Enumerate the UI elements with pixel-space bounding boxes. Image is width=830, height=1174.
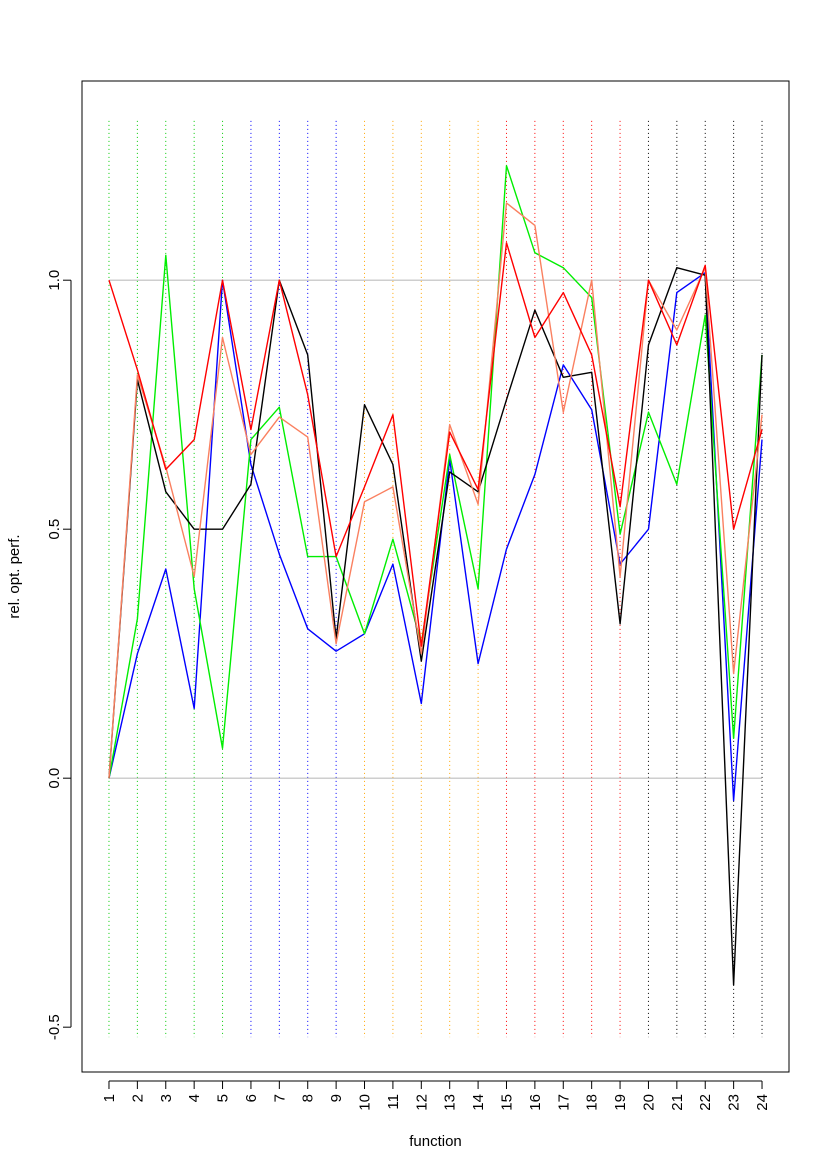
x-tick-label: 6 [243,1094,260,1102]
group-separator-lines [108,120,763,1038]
x-tick-label: 21 [669,1094,686,1111]
x-tick-label: 23 [726,1094,743,1111]
x-tick-label: 24 [754,1094,771,1111]
plot-frame [81,80,790,1073]
x-tick-label: 19 [612,1094,629,1111]
series-line-5 [108,242,763,647]
x-tick-label: 15 [498,1094,515,1111]
x-tick-label: 20 [640,1094,657,1111]
x-tick-label: 9 [328,1094,345,1102]
y-axis: -0.5 0.0 0.5 1.0 [46,270,72,1040]
x-tick-label: 22 [697,1094,714,1111]
x-axis-label: function [409,1133,462,1150]
x-tick-label: 18 [584,1094,601,1111]
y-tick-label: -0.5 [46,1014,63,1040]
x-tick-label: 11 [385,1094,402,1110]
y-tick-label: 1.0 [46,270,63,291]
x-tick-label: 10 [357,1094,374,1111]
y-tick-label: 0.5 [46,519,63,540]
series-line-4 [108,202,763,779]
x-tick-label: 12 [413,1094,430,1111]
x-tick-label: 17 [555,1094,572,1111]
reference-lines [108,279,763,779]
y-tick-label: 0.0 [46,768,63,789]
series-lines [108,164,763,986]
x-tick-label: 8 [300,1094,317,1102]
series-line-3 [108,267,763,986]
x-axis: 1 2 3 4 5 6 7 8 9 10 11 12 13 14 15 16 17 18 19 20 21 22 23 24 [101,1080,771,1111]
x-tick-label: 16 [527,1094,544,1111]
x-tick-label: 1 [101,1094,118,1102]
x-tick-label: 2 [129,1094,146,1102]
series-line-1 [108,272,763,802]
x-tick-label: 3 [158,1094,175,1102]
x-tick-label: 14 [470,1094,487,1111]
x-tick-label: 7 [271,1094,288,1102]
x-tick-label: 5 [215,1094,232,1102]
x-tick-label: 13 [442,1094,459,1111]
series-line-2 [108,164,763,779]
x-tick-label: 4 [186,1094,203,1102]
y-axis-label: rel. opt. perf. [6,534,23,618]
